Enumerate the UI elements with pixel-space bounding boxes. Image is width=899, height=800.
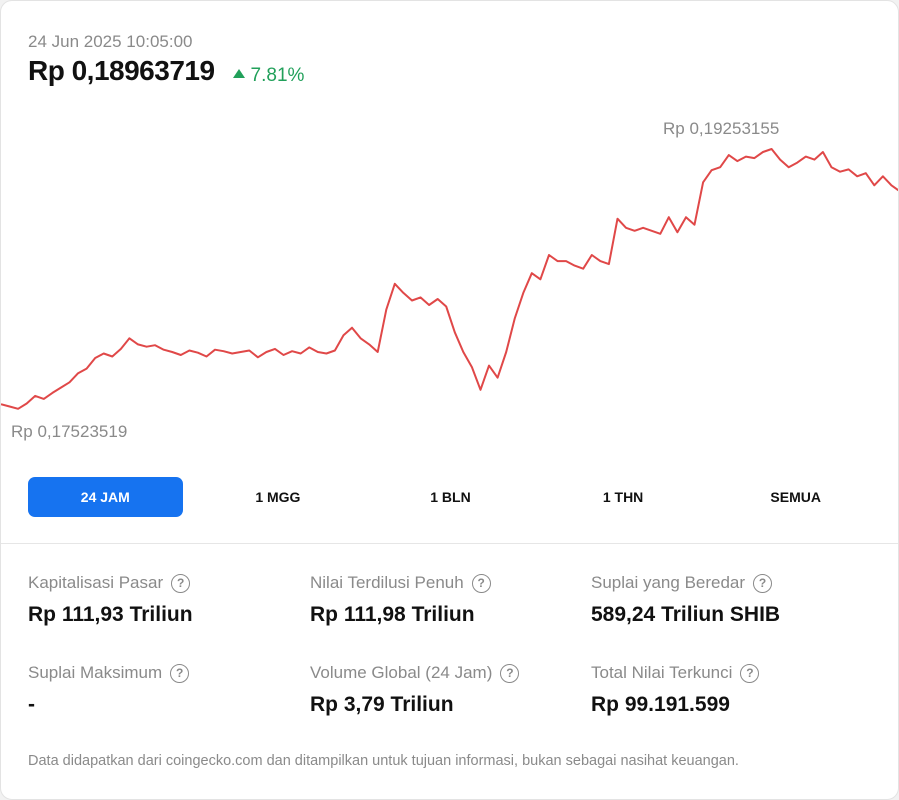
stat-label: Kapitalisasi Pasar [28,573,164,592]
stat-value: Rp 99.191.599 [591,693,730,716]
current-price: Rp 0,18963719 [28,55,215,86]
help-icon[interactable]: ? [471,573,491,593]
stat-value: Rp 111,93 Triliun [28,603,193,626]
stat-label: Suplai yang Beredar [591,573,746,592]
stat-label: Total Nilai Terkunci [591,663,733,682]
price-change-value: 7.81% [250,64,305,86]
tab-1-thn[interactable]: 1 THN [602,489,644,505]
help-icon[interactable]: ? [753,573,773,593]
price-line [1,148,898,410]
chart-low-label: Rp 0,17523519 [11,422,128,441]
tab-1-mgg[interactable]: 1 MGG [255,489,301,505]
chart-high-label: Rp 0,19253155 [663,119,780,138]
help-icon[interactable]: ? [740,663,760,683]
disclaimer: Data didapatkan dari coingecko.com dan d… [28,753,739,769]
stat-global-volume: Volume Global (24 Jam) ? Rp 3,79 Triliun [310,663,580,717]
timestamp: 24 Jun 2025 10:05:00 [28,32,193,51]
stat-fully-diluted: Nilai Terdilusi Penuh ? Rp 111,98 Triliu… [310,573,580,627]
stat-label: Suplai Maksimum [28,663,163,682]
timeframe-tabs: 24 JAM 1 MGG 1 BLN 1 THN SEMUA [28,477,873,517]
divider [1,543,898,544]
tab-24-jam[interactable]: 24 JAM [28,477,183,517]
price-change: 7.81% [232,64,305,87]
stat-label: Volume Global (24 Jam) [310,663,493,682]
stat-value: - [28,693,35,716]
help-icon[interactable]: ? [170,663,190,683]
tab-semua[interactable]: SEMUA [770,489,821,505]
help-icon[interactable]: ? [171,573,191,593]
stat-label: Nilai Terdilusi Penuh [310,573,464,592]
price-chart-svg [1,148,898,410]
stat-total-value-locked: Total Nilai Terkunci ? Rp 99.191.599 [591,663,861,717]
stat-value: Rp 3,79 Triliun [310,693,454,716]
price-chart[interactable] [1,111,898,451]
stat-market-cap: Kapitalisasi Pasar ? Rp 111,93 Triliun [28,573,298,627]
triangle-up-icon [232,69,245,78]
stat-value: 589,24 Triliun SHIB [591,603,781,626]
tab-1-bln[interactable]: 1 BLN [430,489,471,505]
stat-value: Rp 111,98 Triliun [310,603,475,626]
price-row: Rp 0,18963719 7.81% [28,55,304,87]
help-icon[interactable]: ? [500,663,520,683]
stat-max-supply: Suplai Maksimum ? - [28,663,298,717]
stat-circulating-supply: Suplai yang Beredar ? 589,24 Triliun SHI… [591,573,861,627]
